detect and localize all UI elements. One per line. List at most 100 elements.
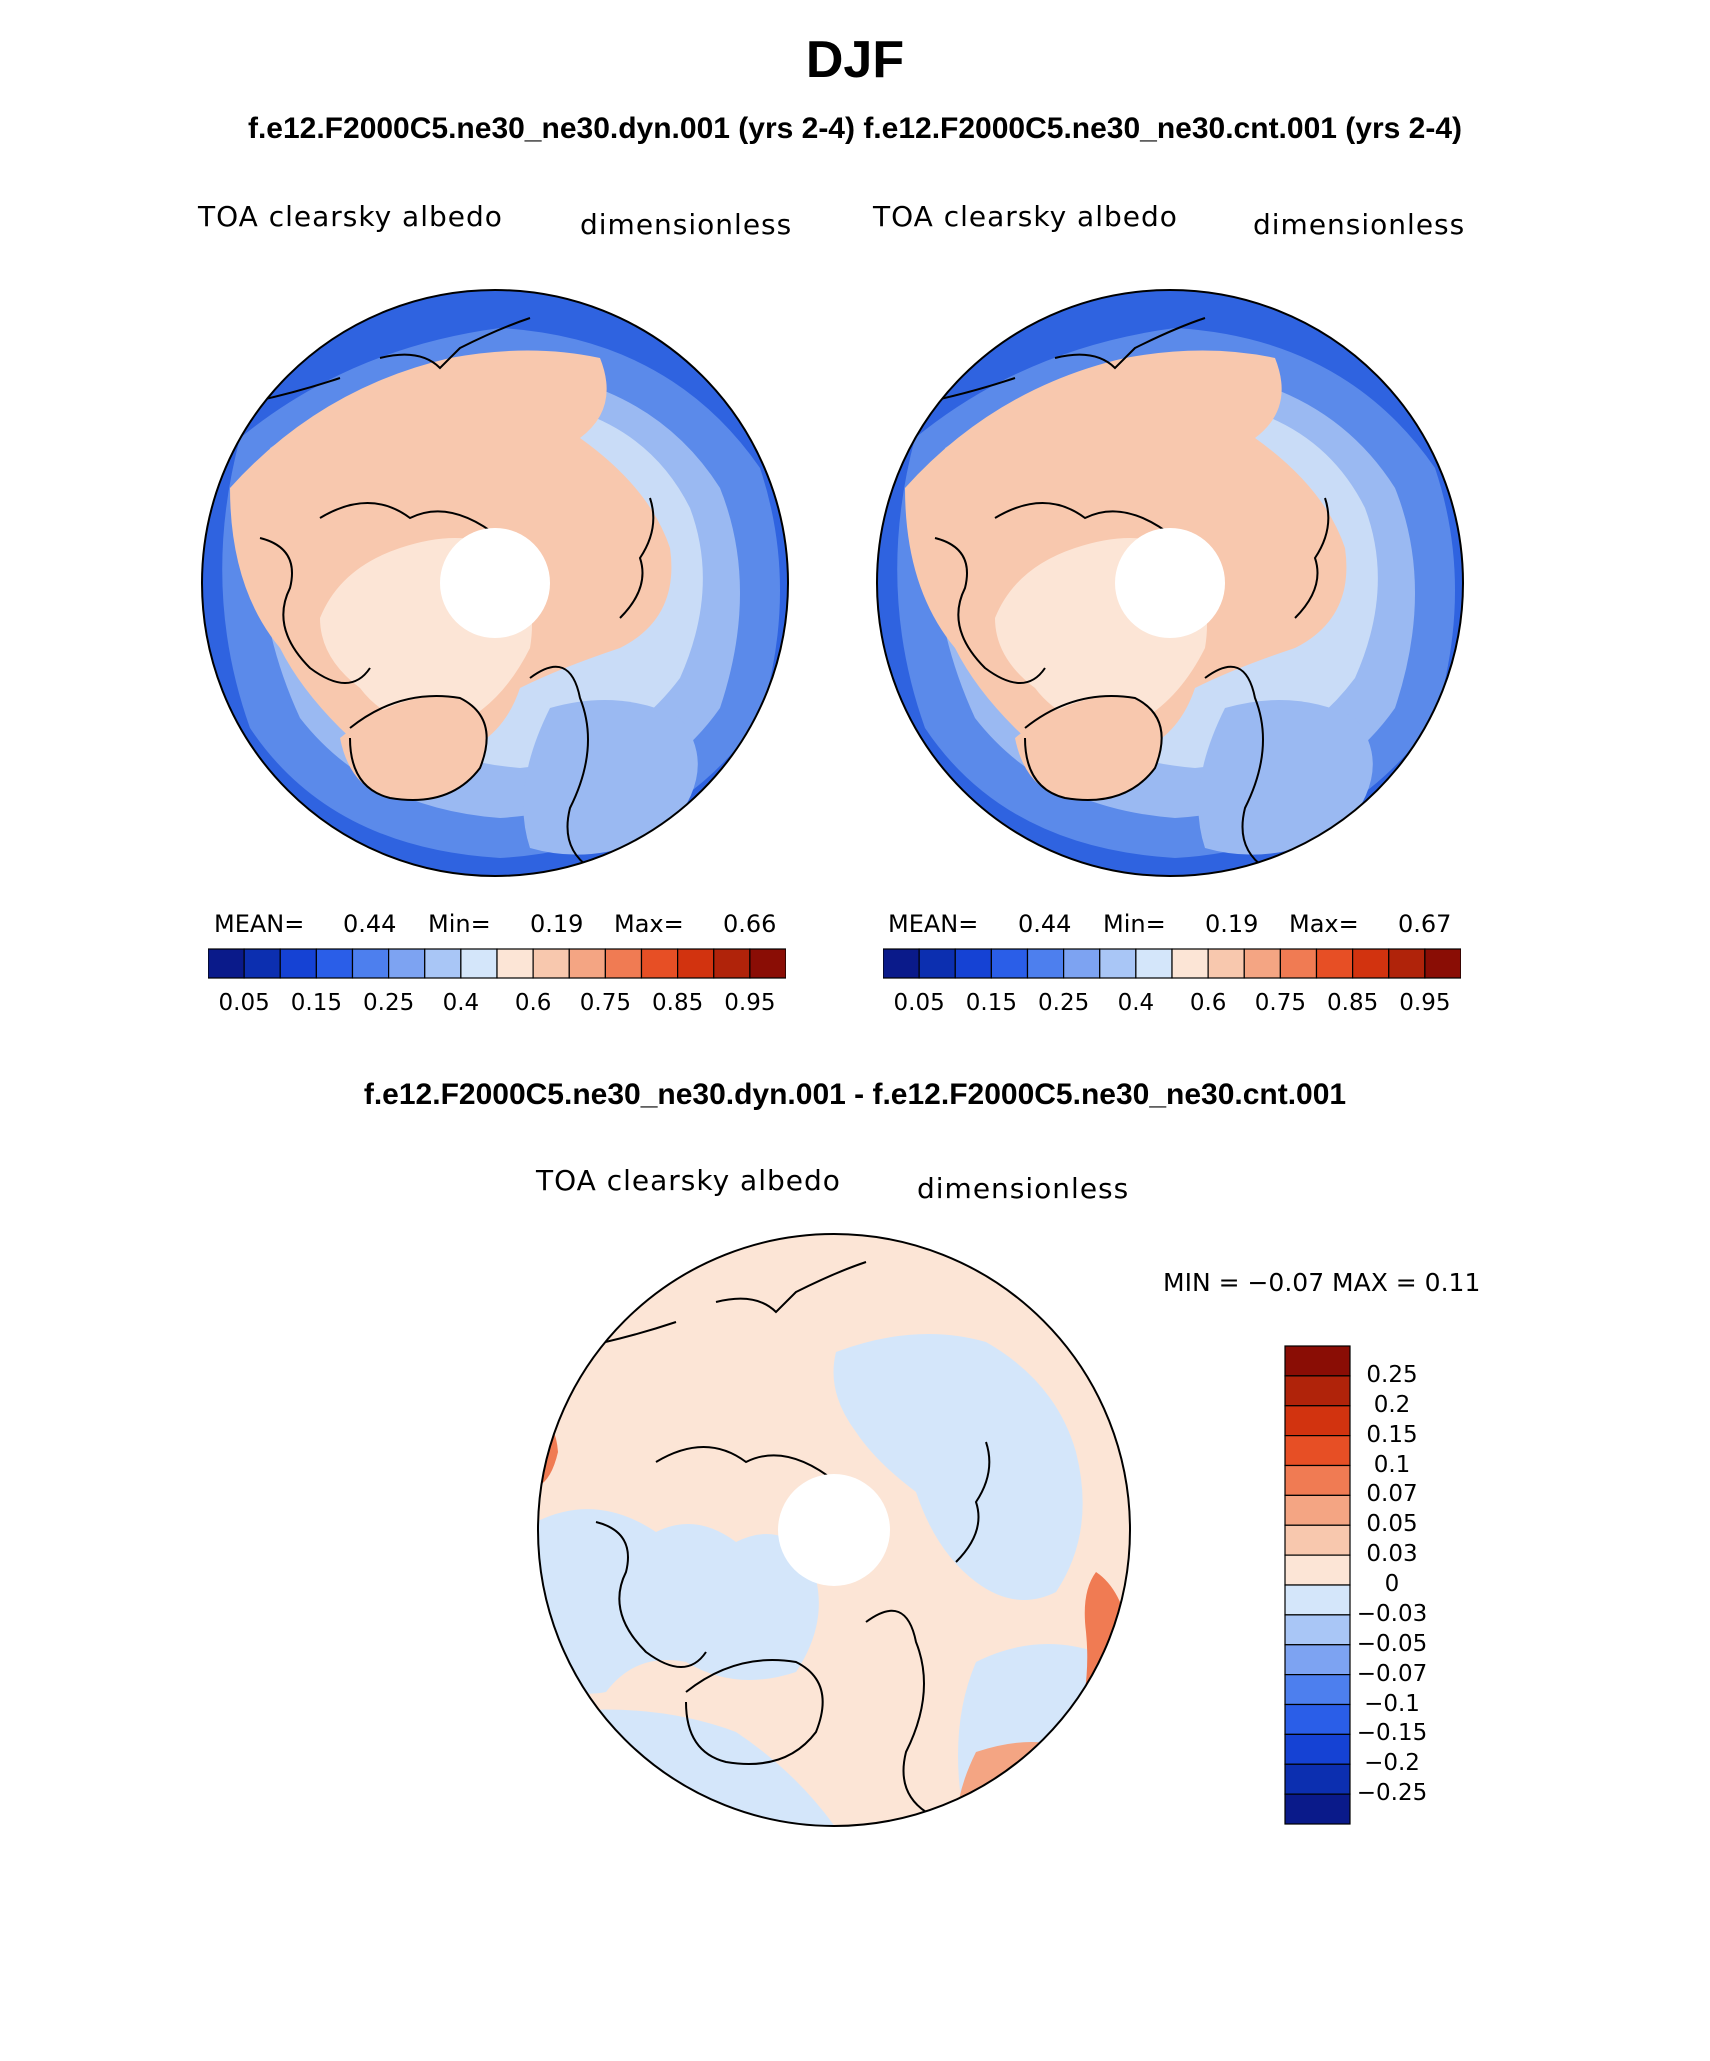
colorbar-diff-tick-label: −0.03: [1356, 1600, 1428, 1627]
colorbar-panel2-swatch: [1352, 948, 1390, 979]
colorbar-diff-swatch: [1284, 1524, 1351, 1556]
panel2-max-value: 0.67: [1398, 910, 1452, 938]
colorbar-panel1-swatch: [424, 948, 462, 979]
colorbar-panel2-tick-label: 0.75: [1254, 990, 1306, 1016]
map2-coastline: [894, 317, 1330, 869]
colorbar-panel2-swatch: [1207, 948, 1245, 979]
colorbar-diff-tick-label: −0.2: [1364, 1750, 1420, 1777]
colorbar-diff-tick-label: −0.05: [1356, 1630, 1428, 1657]
figure-title: DJF: [805, 31, 905, 89]
colorbar-panel2-tick-label: 0.95: [1399, 990, 1451, 1016]
colorbar-panel1-swatch: [532, 948, 570, 979]
panel2-mean-label: MEAN=: [888, 910, 979, 938]
colorbar-diff-swatch: [1284, 1554, 1351, 1586]
panel2-min-label: Min=: [1103, 910, 1166, 938]
panel3-units-label: dimensionless: [917, 1172, 1130, 1205]
colorbar-panel2-tick-label: 0.85: [1327, 990, 1379, 1016]
colorbar-diff-tick-label: 0.15: [1366, 1421, 1418, 1448]
panel2-min-value: 0.19: [1205, 910, 1259, 938]
colorbar-panel1-tick-label: 0.6: [514, 990, 552, 1016]
panel1-mean-value: 0.44: [343, 910, 397, 938]
diff-header: f.e12.F2000C5.ne30_ne30.dyn.001 - f.e12.…: [363, 1078, 1347, 1111]
colorbar-diff-swatch: [1284, 1584, 1351, 1616]
panel1-max-value: 0.66: [723, 910, 777, 938]
panel2-max-label: Max=: [1289, 910, 1359, 938]
colorbar-panel1-swatch: [749, 948, 786, 979]
colorbar-diff-swatch: [1284, 1763, 1351, 1795]
colorbar-panel2-swatch: [1026, 948, 1065, 979]
colorbar-panel1: [208, 948, 786, 979]
colorbar-diff-tick-label: 0.03: [1366, 1541, 1418, 1568]
colorbar-panel1-tick-label: 0.75: [579, 990, 631, 1016]
map3-pale-blue-east: [833, 1334, 1083, 1600]
colorbar-panel1-swatch: [677, 948, 715, 979]
panel1-min-label: Min=: [428, 910, 491, 938]
colorbar-diff-swatch: [1284, 1703, 1351, 1735]
colorbar-panel2-swatch: [1424, 948, 1461, 979]
map1-ocean-southeast: [523, 700, 698, 855]
colorbar-panel2-swatch: [1135, 948, 1173, 979]
colorbar-diff-swatch: [1284, 1345, 1351, 1377]
colorbar-panel1-swatch: [496, 948, 534, 979]
colorbar-diff-swatch: [1284, 1614, 1351, 1646]
panel2-variable-label: TOA clearsky albedo: [873, 200, 1178, 233]
map3-pale-blue-southeast: [958, 1644, 1130, 1826]
colorbar-diff-swatch: [1284, 1793, 1351, 1825]
colorbar-panel2-swatch: [1388, 948, 1426, 979]
colorbar-panel1-tick-label: 0.25: [363, 990, 415, 1016]
colorbar-diff: [1284, 1345, 1351, 1825]
colorbar-panel2-swatch: [918, 948, 956, 979]
colorbar-diff-tick-label: −0.25: [1356, 1780, 1428, 1807]
colorbar-diff-swatch: [1284, 1405, 1351, 1437]
map-panel1: [201, 289, 789, 877]
colorbar-diff-tick-label: −0.07: [1356, 1660, 1428, 1687]
colorbar-panel1-swatch: [315, 948, 354, 979]
map-panel3: [537, 1233, 1131, 1827]
map2-greenland: [1015, 696, 1162, 800]
colorbar-diff-tick-label: 0.2: [1373, 1391, 1411, 1418]
colorbar-panel1-swatch: [568, 948, 606, 979]
colorbar-panel2-tick-label: 0.4: [1117, 990, 1155, 1016]
colorbar-diff-tick-label: −0.15: [1356, 1720, 1428, 1747]
colorbar-diff-tick-label: 0.25: [1366, 1361, 1418, 1388]
map-panel2: [876, 289, 1464, 877]
panel1-mean-label: MEAN=: [214, 910, 305, 938]
colorbar-diff-tick-label: −0.1: [1364, 1690, 1420, 1717]
colorbar-panel2-swatch: [883, 948, 920, 979]
colorbar-panel1-tick-label: 0.4: [442, 990, 480, 1016]
map1-coastline: [219, 317, 655, 869]
colorbar-panel2-swatch: [1099, 948, 1137, 979]
panel1-variable-label: TOA clearsky albedo: [198, 200, 503, 233]
colorbar-panel2-tick-label: 0.15: [965, 990, 1017, 1016]
map1-greenland: [340, 696, 487, 800]
colorbar-diff-swatch: [1284, 1733, 1351, 1765]
colorbar-panel1-swatch: [351, 948, 390, 979]
panel3-variable-label: TOA clearsky albedo: [536, 1164, 841, 1197]
colorbar-panel2-swatch: [1315, 948, 1354, 979]
colorbar-panel1-swatch: [388, 948, 426, 979]
colorbar-panel2-swatch: [1279, 948, 1318, 979]
colorbar-panel1-tick-label: 0.15: [290, 990, 342, 1016]
colorbar-panel2-swatch: [1243, 948, 1281, 979]
colorbar-diff-tick-label: 0.1: [1373, 1451, 1411, 1478]
colorbar-diff-swatch: [1284, 1375, 1351, 1407]
map3-coastline: [555, 1261, 1097, 1813]
colorbar-diff-swatch: [1284, 1494, 1351, 1526]
map3-polar-hole: [778, 1474, 890, 1586]
colorbar-diff-tick-label: 0.07: [1366, 1481, 1418, 1508]
colorbar-diff-swatch: [1284, 1435, 1351, 1467]
colorbar-panel2-tick-label: 0.6: [1189, 990, 1227, 1016]
panel1-units-label: dimensionless: [580, 208, 793, 241]
panel2-units-label: dimensionless: [1253, 208, 1466, 241]
colorbar-panel2-swatch: [1171, 948, 1209, 979]
colorbar-panel1-swatch: [640, 948, 679, 979]
panel1-min-value: 0.19: [530, 910, 584, 938]
colorbar-panel1-tick-label: 0.85: [652, 990, 704, 1016]
colorbar-diff-swatch: [1284, 1674, 1351, 1706]
map1-polar-hole: [440, 528, 550, 638]
colorbar-diff-tick-label: 0.05: [1366, 1511, 1418, 1538]
map2-polar-hole: [1115, 528, 1225, 638]
panel3-minmax: MIN = −0.07 MAX = 0.11: [1163, 1268, 1481, 1297]
colorbar-diff-tick-label: 0: [1384, 1571, 1400, 1597]
colorbar-panel2-tick-label: 0.05: [893, 990, 945, 1016]
